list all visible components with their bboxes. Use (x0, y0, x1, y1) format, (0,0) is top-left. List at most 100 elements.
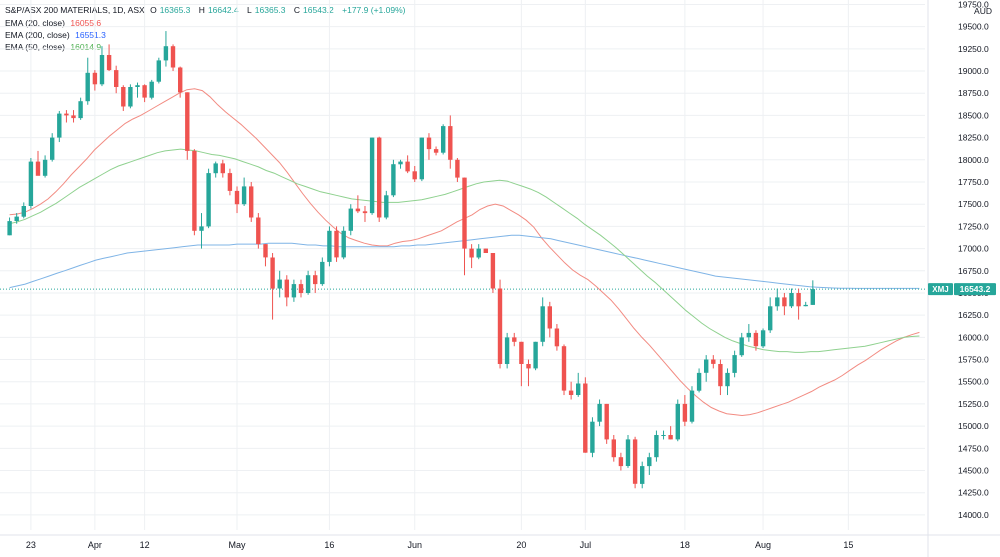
candle-body (185, 92, 190, 151)
candle-body (206, 173, 211, 227)
candle-body (732, 355, 737, 373)
candle-body (50, 137, 55, 160)
candle-body (121, 87, 126, 107)
candle-body (760, 330, 766, 347)
candle-body (192, 150, 197, 231)
candle-body (391, 164, 396, 196)
candle-body (256, 217, 261, 245)
candle-body (241, 186, 247, 205)
candle-body (625, 439, 631, 466)
candle-body (106, 55, 112, 71)
candle-body (305, 275, 311, 293)
candle-body (277, 279, 282, 289)
candle-body (362, 211, 368, 214)
y-tick-label: 19750.0 (958, 0, 989, 9)
y-tick-label: 15750.0 (958, 355, 989, 365)
candle-body (490, 253, 496, 289)
candle-body (803, 304, 808, 307)
y-tick-label: 17250.0 (958, 221, 989, 231)
candle-body (263, 244, 268, 258)
candle-body (412, 171, 417, 180)
candle-body (689, 390, 695, 422)
candle-body (249, 186, 254, 218)
y-tick-label: 15000.0 (958, 421, 989, 431)
candle-body (327, 230, 332, 262)
y-tick-label: 15250.0 (958, 399, 989, 409)
y-tick-label: 19500.0 (958, 22, 989, 32)
y-tick-label: 17500.0 (958, 199, 989, 209)
indicator-ema20-label: EMA (20, close) (5, 18, 65, 28)
y-tick-label: 18000.0 (958, 155, 989, 165)
indicator-ema50[interactable]: EMA (50, close) 16014.9 (5, 42, 104, 53)
ticker-label: XMJ (932, 285, 948, 294)
y-tick-label: 14000.0 (958, 510, 989, 520)
indicator-ema200[interactable]: EMA (200, close) 16551.3 (5, 30, 109, 41)
indicator-ema200-value: 16551.3 (75, 30, 106, 40)
candle-body (469, 248, 474, 258)
last-price-label: 16543.2 (960, 284, 991, 294)
currency-label: AUD (974, 6, 992, 16)
candle-body (21, 206, 26, 217)
ohlc-low: L 16365.3 (247, 5, 286, 15)
y-tick-label: 14500.0 (958, 466, 989, 476)
candle-body (810, 289, 815, 305)
candle-body (746, 332, 751, 338)
candle-body (640, 466, 645, 484)
candle-body (668, 435, 673, 440)
candle-body (568, 390, 574, 395)
candle-body (554, 328, 560, 347)
candle-body (789, 293, 794, 307)
candle-body (341, 230, 346, 258)
symbol-title: S&P/ASX 200 MATERIALS, 1D, ASX (5, 5, 145, 15)
candle-body (547, 306, 552, 329)
candle-body (284, 279, 289, 298)
candle-body (298, 284, 304, 293)
candle-body (462, 177, 467, 249)
candle-body (320, 261, 325, 285)
candle-body (57, 113, 62, 138)
candle-body (711, 359, 716, 364)
candle-body (561, 346, 567, 391)
indicator-ema20[interactable]: EMA (20, close) 16055.6 (5, 18, 104, 29)
candle-body (497, 288, 503, 364)
candle-body (632, 439, 638, 484)
candle-body (739, 337, 744, 356)
y-tick-label: 18750.0 (958, 88, 989, 98)
candle-body (441, 126, 446, 153)
x-tick-label: 16 (324, 540, 334, 550)
candle-body (576, 383, 581, 395)
candle-body (64, 113, 69, 116)
ticker-badge (928, 283, 953, 296)
candle-body (199, 226, 204, 231)
candle-body (512, 337, 517, 342)
x-tick-label: Aug (755, 540, 771, 550)
candle-body (92, 72, 98, 85)
candle-body (35, 161, 41, 176)
candle-body (398, 161, 403, 165)
indicator-ema200-label: EMA (200, close) (5, 30, 70, 40)
candle-body (519, 341, 524, 364)
candle-body (377, 137, 382, 218)
candle-body (419, 137, 424, 180)
candle-body (682, 403, 688, 422)
price-change: +177.9 (+1.09%) (342, 5, 406, 15)
y-tick-label: 14750.0 (958, 443, 989, 453)
candle-body (455, 159, 460, 178)
x-tick-label: 20 (516, 540, 526, 550)
candle-body (604, 403, 609, 440)
y-tick-label: 15500.0 (958, 377, 989, 387)
candle-body (504, 337, 510, 364)
candle-body (426, 137, 432, 150)
candle-body (597, 403, 602, 422)
candle-body (384, 195, 389, 218)
y-tick-label: 16250.0 (958, 310, 989, 320)
candle-body (796, 293, 801, 307)
x-tick-label: Apr (88, 540, 102, 550)
candle-body (405, 161, 410, 172)
x-tick-label: Jul (580, 540, 592, 550)
candle-body (135, 85, 140, 87)
candle-body (433, 149, 439, 153)
ohlc-open: O 16365.3 (150, 5, 191, 15)
candle-body (78, 101, 83, 119)
